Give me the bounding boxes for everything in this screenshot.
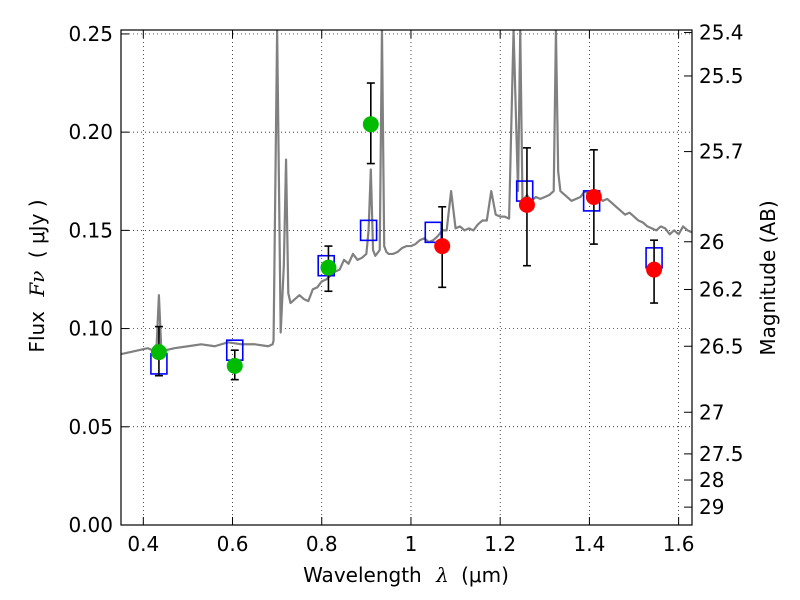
- x-axis-label: Wavelength λ (μm): [303, 563, 509, 587]
- observed-photometry-point: [434, 238, 451, 255]
- y-tick-label: 0.20: [68, 120, 113, 144]
- y-tick-label: 0.10: [68, 317, 113, 341]
- right-tick-label: 28: [699, 468, 724, 492]
- axis-ticks: 0.4 0.6 0.8 1 1.2 1.4 1.6 0.00 0.05 0.10 0.15 0.20 0…: [68, 21, 743, 556]
- x-axis-label-unit: (μm): [461, 563, 509, 587]
- right-tick-label: 26.2: [699, 277, 744, 301]
- observed-photometry-point: [320, 259, 337, 276]
- y-tick-label: 0.25: [68, 22, 113, 46]
- right-tick-label: 27.5: [699, 442, 744, 466]
- y-tick-label: 0.05: [68, 415, 113, 439]
- x-axis-label-symbol: λ: [435, 563, 449, 587]
- x-tick-label: 1: [405, 532, 418, 556]
- x-tick-label: 0.4: [127, 532, 159, 556]
- x-tick-label: 0.8: [306, 532, 338, 556]
- model-photometry-square: [424, 221, 443, 244]
- right-axis-label: Magnitude (AB): [756, 200, 780, 355]
- right-tick-label: 26: [699, 230, 724, 254]
- x-tick-label: 0.6: [217, 532, 249, 556]
- right-tick-label: 29: [699, 495, 724, 519]
- spectrum-line: [121, 30, 692, 356]
- x-tick-label: 1.4: [573, 532, 605, 556]
- observed-photometry-point: [585, 188, 602, 205]
- observed-photometry-point: [150, 344, 167, 361]
- model-photometry-square: [359, 219, 378, 242]
- y-axis-label-text: Flux: [25, 311, 49, 353]
- x-tick-label: 1.6: [663, 532, 695, 556]
- observed-photometry-point: [362, 116, 379, 133]
- observed-photometry-point: [226, 357, 243, 374]
- y-tick-label: 0.00: [68, 513, 113, 537]
- y-tick-label: 0.15: [68, 218, 113, 242]
- right-tick-label: 25.7: [699, 140, 744, 164]
- grid-lines: [121, 30, 692, 526]
- x-axis-label-text: Wavelength: [303, 563, 422, 587]
- x-tick-label: 1.2: [484, 532, 516, 556]
- plot-area: [121, 30, 692, 381]
- right-tick-label: 25.4: [699, 21, 744, 45]
- right-tick-label: 27: [699, 400, 724, 424]
- plot-frame: [120, 29, 693, 526]
- y-axis-label: Flux Fν ( μJy ): [25, 199, 49, 352]
- right-tick-label: 26.5: [699, 334, 744, 358]
- right-tick-label: 25.5: [699, 64, 744, 88]
- observed-photometry-point: [518, 196, 535, 213]
- observed-photometry-point: [646, 261, 663, 278]
- y-axis-label-symbol: Fν: [25, 271, 49, 298]
- y-axis-label-unit: ( μJy ): [25, 199, 49, 258]
